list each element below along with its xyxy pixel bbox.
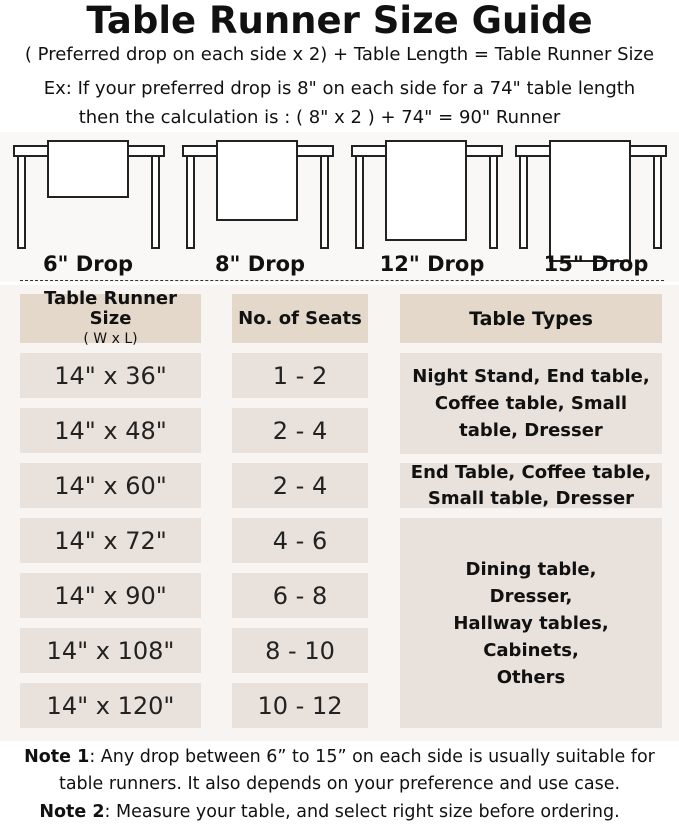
types-cell-1: Night Stand, End table, Coffee table, Sm… xyxy=(400,353,662,454)
size-cell: 14" x 60" xyxy=(20,463,201,508)
size-cell: 14" x 36" xyxy=(20,353,201,398)
header-size-label: Table Runner Size xyxy=(43,287,178,329)
header-size: Table Runner Size ( W x L) xyxy=(20,288,201,347)
example-line-1: Ex: If your preferred drop is 8" on each… xyxy=(43,78,636,99)
size-cell: 14" x 48" xyxy=(20,408,201,453)
types-cell-3: Dining table, Dresser, Hallway tables, C… xyxy=(400,518,662,728)
table-diagram xyxy=(351,140,503,249)
runner xyxy=(47,140,129,198)
size-cell: 14" x 108" xyxy=(20,628,201,673)
note-1-cont: table runners. It also depends on your p… xyxy=(58,774,621,794)
seats-cell: 6 - 8 xyxy=(232,573,368,618)
example-line-2: then the calculation is : ( 8" x 2 ) + 7… xyxy=(78,107,561,128)
header-seats: No. of Seats xyxy=(232,294,368,343)
runner xyxy=(549,140,631,262)
note-2: Note 2: Measure your table, and select r… xyxy=(39,802,620,822)
drop-label-6: 6" Drop xyxy=(42,252,134,276)
table-diagram xyxy=(182,140,334,249)
drop-label-8: 8" Drop xyxy=(214,252,306,276)
size-table: Table Runner Size ( W x L) No. of Seats … xyxy=(0,285,679,741)
table-diagram xyxy=(13,140,165,249)
seats-cell: 4 - 6 xyxy=(232,518,368,563)
seats-cell: 1 - 2 xyxy=(232,353,368,398)
dashed-divider xyxy=(20,280,664,281)
seats-cell: 2 - 4 xyxy=(232,408,368,453)
size-cell: 14" x 120" xyxy=(20,683,201,728)
seats-cell: 2 - 4 xyxy=(232,463,368,508)
seats-cell: 10 - 12 xyxy=(232,683,368,728)
page-title: Table Runner Size Guide xyxy=(86,0,593,42)
drop-label-12: 12" Drop xyxy=(379,252,485,276)
table-diagram xyxy=(515,140,667,262)
formula-text: ( Preferred drop on each side x 2) + Tab… xyxy=(24,44,655,65)
drop-diagrams xyxy=(0,132,679,282)
runner xyxy=(385,140,467,241)
runner xyxy=(216,140,298,221)
note-1: Note 1: Any drop between 6” to 15” on ea… xyxy=(24,747,655,767)
drop-label-15: 15" Drop xyxy=(543,252,649,276)
seats-cell: 8 - 10 xyxy=(232,628,368,673)
header-types: Table Types xyxy=(400,294,662,343)
types-cell-2: End Table, Coffee table, Small table, Dr… xyxy=(400,462,662,509)
size-cell: 14" x 72" xyxy=(20,518,201,563)
header-size-sub: ( W x L) xyxy=(83,330,138,347)
size-cell: 14" x 90" xyxy=(20,573,201,618)
